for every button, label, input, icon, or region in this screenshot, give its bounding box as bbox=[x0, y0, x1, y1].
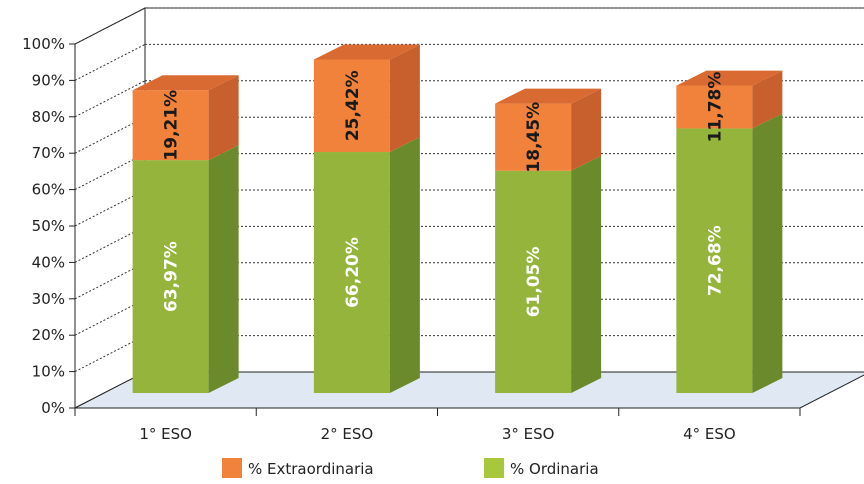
gridline-side bbox=[74, 43, 146, 81]
y-tick-label: 30% bbox=[32, 290, 65, 308]
y-tick-label: 90% bbox=[32, 71, 65, 89]
bar-segment bbox=[676, 128, 753, 393]
y-tick-label: 70% bbox=[32, 144, 65, 162]
x-tick-label: 2° ESO bbox=[321, 425, 374, 443]
gridline-side bbox=[74, 80, 146, 118]
x-tick-label: 4° ESO bbox=[683, 425, 736, 443]
bar-segment bbox=[676, 85, 753, 129]
bar-side bbox=[752, 70, 783, 129]
x-tick-label: 3° ESO bbox=[502, 425, 555, 443]
data-labels: 63,97% 19,21% 66,20% 25,42% 61,05% 18,45% 72,6… bbox=[162, 70, 726, 317]
bar-side bbox=[752, 113, 783, 394]
data-label: 66,20% bbox=[343, 237, 363, 308]
y-tick-label: 50% bbox=[32, 217, 65, 235]
bar-segment bbox=[313, 152, 390, 393]
bar-side bbox=[208, 75, 239, 161]
gridline-side bbox=[74, 7, 146, 45]
bar-segment bbox=[132, 90, 209, 161]
bar-top bbox=[132, 75, 239, 91]
bar-top bbox=[313, 44, 420, 60]
legend-label: % Extraordinaria bbox=[248, 460, 374, 478]
data-label: 63,97% bbox=[162, 241, 182, 312]
data-label: 72,68% bbox=[705, 225, 725, 296]
data-label: 25,42% bbox=[343, 70, 363, 141]
data-label: 11,78% bbox=[705, 72, 725, 143]
y-tick-label: 0% bbox=[41, 399, 65, 417]
y-tick-label: 60% bbox=[32, 181, 65, 199]
y-tick-label: 10% bbox=[32, 363, 65, 381]
bar-segment bbox=[132, 160, 209, 393]
data-label: 18,45% bbox=[524, 102, 544, 173]
bar-side bbox=[389, 137, 420, 393]
bar-side bbox=[208, 145, 239, 393]
bar-segment bbox=[495, 170, 572, 393]
y-tick-label: 100% bbox=[22, 35, 65, 53]
y-tick-label: 40% bbox=[32, 253, 65, 271]
legend-swatch bbox=[222, 458, 242, 478]
y-tick-label: 80% bbox=[32, 108, 65, 126]
x-tick-label: 1° ESO bbox=[139, 425, 192, 443]
bar-top bbox=[676, 70, 783, 86]
bars bbox=[132, 44, 783, 394]
bar-segment bbox=[313, 59, 390, 153]
bar-side bbox=[571, 155, 602, 393]
bar-top bbox=[495, 88, 602, 104]
legend-label: % Ordinaria bbox=[510, 460, 599, 478]
floor bbox=[74, 371, 864, 409]
axes: 0% 10% 20% 30% 40% 50% 60% 70% 80% 90% 100% 1° ESO 2… bbox=[22, 35, 801, 443]
legend: % Extraordinaria % Ordinaria bbox=[222, 458, 599, 478]
bar-side bbox=[389, 44, 420, 153]
legend-swatch bbox=[484, 458, 504, 478]
data-label: 61,05% bbox=[524, 246, 544, 317]
bar-side bbox=[571, 88, 602, 171]
bar-segment bbox=[495, 103, 572, 171]
y-tick-label: 20% bbox=[32, 326, 65, 344]
data-label: 19,21% bbox=[162, 90, 182, 161]
